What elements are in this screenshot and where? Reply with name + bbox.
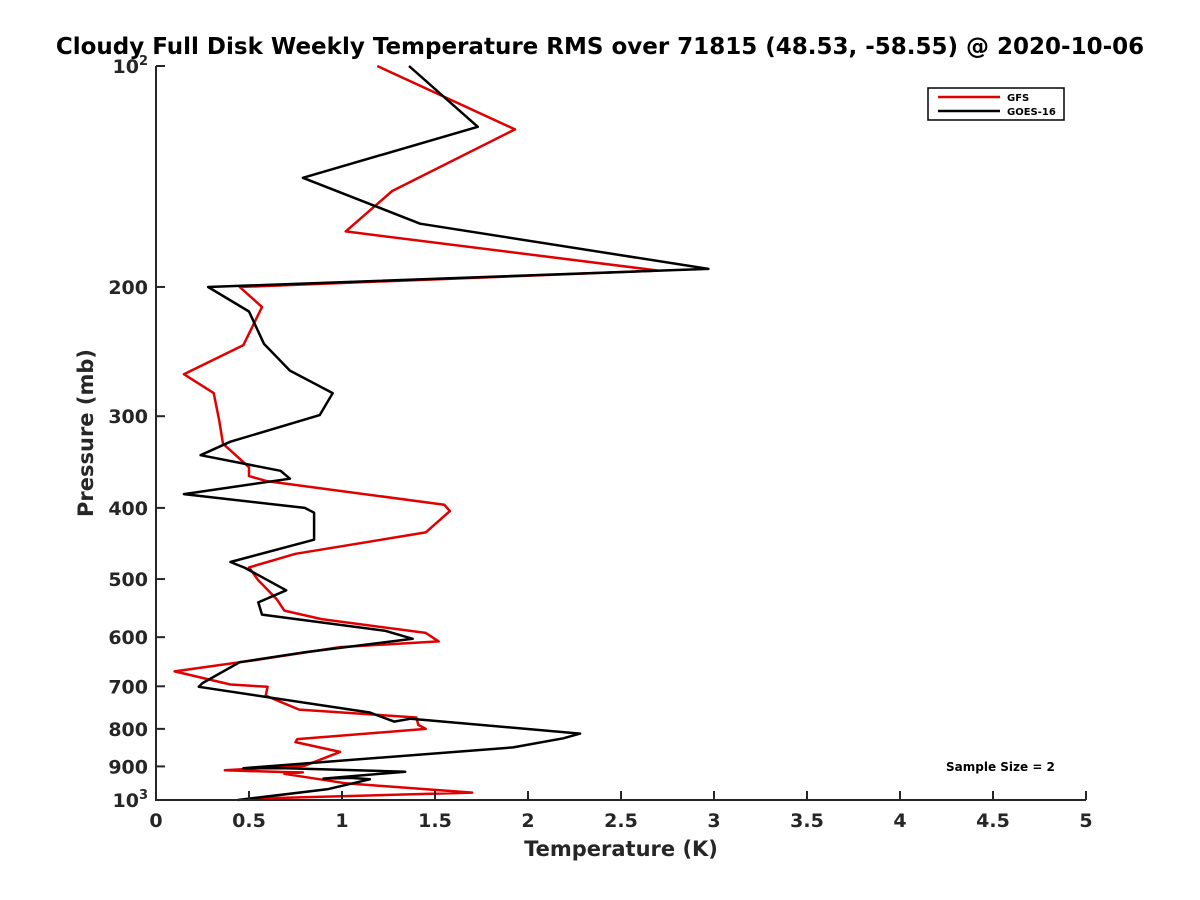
series-layer: [173, 64, 710, 802]
series-line-gfs: [173, 64, 660, 800]
y-axis-label: Pressure (mb): [74, 349, 98, 517]
axes: [155, 66, 1086, 801]
x-tick-label: 2.5: [604, 810, 638, 832]
legend-label-gfs: GFS: [1007, 93, 1029, 104]
y-tick-label: 102: [113, 54, 149, 78]
x-tick-label: 2: [521, 810, 534, 832]
x-tick-label: 3.5: [790, 810, 824, 832]
legend-box: [927, 87, 1065, 121]
x-axis-ticks: 0 0.5 1 1.5 2 2.5 3 3.5 4 4.5 5: [149, 791, 1093, 832]
x-tick-label: 4: [893, 810, 906, 832]
y-tick-label: 900: [108, 756, 148, 778]
x-tick-label: 3: [707, 810, 720, 832]
y-tick-label: 200: [108, 277, 148, 299]
y-axis-ticks: 102 200 300 400 500 600 700 800 900 103: [108, 54, 165, 812]
x-tick-label: 0.5: [232, 810, 266, 832]
series-line-goes16: [182, 65, 710, 802]
y-tick-label: 500: [108, 569, 148, 591]
x-tick-label: 1: [335, 810, 348, 832]
x-tick-label: 5: [1079, 810, 1092, 832]
legend-label-goes16: GOES-16: [1007, 107, 1056, 118]
y-tick-label: 600: [108, 627, 148, 649]
sample-size-annotation: Sample Size = 2: [946, 760, 1055, 774]
x-tick-label: 4.5: [976, 810, 1010, 832]
x-axis-label: Temperature (K): [524, 837, 718, 861]
y-tick-label: 103: [113, 788, 149, 812]
y-tick-label: 800: [108, 719, 148, 741]
legend: GFS GOES-16: [927, 87, 1065, 121]
x-tick-label: 0: [149, 810, 162, 832]
chart-title: Cloudy Full Disk Weekly Temperature RMS …: [56, 34, 1144, 60]
x-tick-label: 1.5: [418, 810, 452, 832]
y-tick-label: 300: [108, 406, 148, 428]
y-tick-label: 700: [108, 676, 148, 698]
y-tick-label: 400: [108, 498, 148, 520]
